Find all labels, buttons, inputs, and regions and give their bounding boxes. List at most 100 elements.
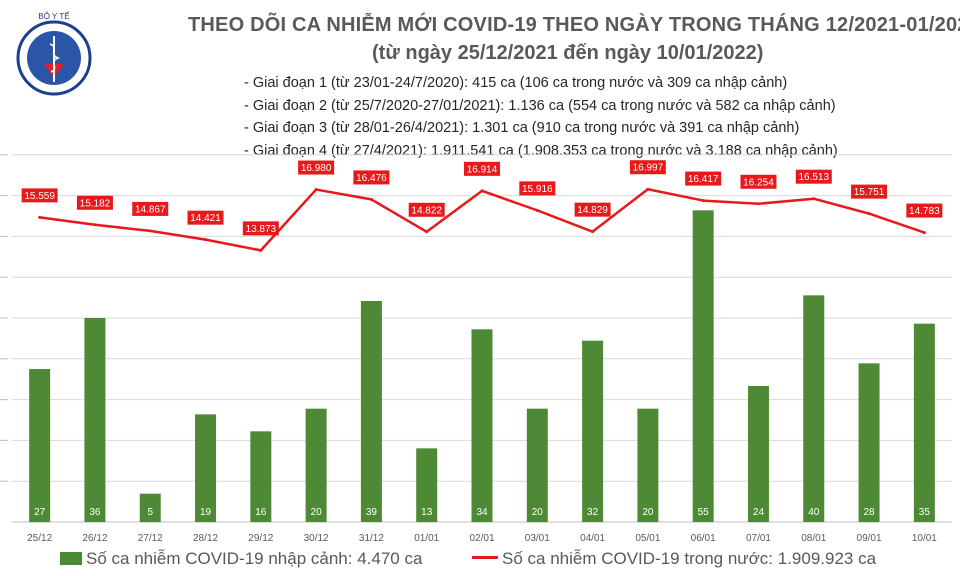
line-point: [314, 188, 318, 192]
line-value-label: 13.873: [246, 224, 277, 235]
bar-imported: [471, 329, 493, 522]
line-value-label: 14.867: [135, 204, 166, 215]
line-point: [922, 231, 926, 235]
line-value-label: 16.513: [798, 172, 829, 183]
bar-imported: [29, 369, 51, 522]
line-point: [701, 199, 705, 203]
line-value-label: 16.980: [301, 163, 332, 174]
x-tick-label: 25/12: [27, 533, 52, 544]
bar-value-label: 32: [587, 507, 599, 518]
line-value-label: 14.783: [909, 206, 940, 217]
line-value-label: 14.822: [411, 205, 442, 216]
bar-imported: [195, 414, 217, 522]
legend-imported: Số ca nhiễm COVID-19 nhập cảnh: 4.470 ca: [60, 549, 422, 569]
bar-imported: [84, 318, 106, 522]
bar-value-label: 40: [808, 507, 820, 518]
line-value-label-bg: [906, 203, 943, 218]
line-value-label: 15.559: [24, 191, 55, 202]
bar-imported: [139, 493, 161, 522]
legend-imported-label: Số ca nhiễm COVID-19 nhập cảnh: 4.470 ca: [86, 549, 423, 568]
phase-item: - Giai đoạn 3 (từ 28/01-26/4/2021): 1.30…: [244, 120, 800, 136]
line-value-label: 15.182: [80, 198, 111, 209]
bar-imported: [250, 431, 272, 522]
x-tick-label: 31/12: [359, 533, 384, 544]
bar-imported: [747, 386, 769, 522]
line-point: [646, 187, 650, 191]
chart-title: THEO DÕI CA NHIỄM MỚI COVID-19 THEO NGÀY…: [188, 14, 960, 36]
x-tick-label: 30/12: [304, 533, 329, 544]
line-value-label-bg: [795, 169, 832, 184]
bar-value-label: 20: [311, 507, 323, 518]
x-tick-label: 07/01: [746, 533, 771, 544]
line-point: [425, 230, 429, 234]
x-tick-label: 01/01: [414, 533, 439, 544]
phase-item: - Giai đoạn 1 (từ 23/01-24/7/2020): 415 …: [244, 75, 788, 91]
x-tick-label: 10/01: [912, 533, 937, 544]
bar-value-label: 13: [421, 507, 433, 518]
line-value-label-bg: [132, 201, 169, 216]
line-value-label: 15.916: [522, 184, 553, 195]
x-tick-label: 29/12: [248, 533, 273, 544]
x-tick-label: 04/01: [580, 533, 605, 544]
bar-value-label: 27: [34, 507, 46, 518]
bar-value-label: 55: [698, 507, 710, 518]
line-value-label: 16.417: [688, 174, 719, 185]
line-value-label: 15.751: [854, 187, 885, 198]
x-tick-label: 09/01: [857, 533, 882, 544]
line-value-label: 16.914: [467, 164, 498, 175]
line-value-label: 14.829: [577, 205, 608, 216]
bar-value-label: 20: [532, 507, 544, 518]
line-value-label-bg: [21, 188, 58, 203]
line-point: [38, 215, 42, 219]
line-point: [259, 248, 263, 252]
bar-value-label: 34: [476, 507, 488, 518]
line-value-label-bg: [464, 161, 500, 176]
line-value-label: 14.421: [190, 213, 221, 224]
bar-imported: [582, 340, 604, 522]
line-point: [369, 197, 373, 201]
logo-text: BỘ Y TẾ: [38, 11, 69, 21]
line-value-label-bg: [76, 195, 113, 210]
line-value-label-bg: [629, 160, 666, 175]
line-value-label: 16.476: [356, 173, 387, 184]
legend-domestic-label: Số ca nhiễm COVID-19 trong nước: 1.909.9…: [502, 549, 877, 568]
x-tick-label: 28/12: [193, 533, 218, 544]
line-value-label-bg: [685, 171, 722, 186]
bar-imported: [637, 408, 659, 522]
bar-value-label: 16: [255, 507, 267, 518]
line-value-label-bg: [298, 160, 335, 175]
bar-imported: [803, 295, 825, 522]
line-point: [148, 229, 152, 233]
ministry-of-health-logo: BỘ Y TẾ: [16, 11, 92, 96]
line-value-label-bg: [353, 170, 390, 185]
line-value-label-bg: [408, 202, 445, 217]
line-point: [867, 212, 871, 216]
line-value-label-bg: [851, 184, 888, 199]
x-tick-label: 08/01: [801, 533, 826, 544]
bar-value-label: 36: [89, 507, 101, 518]
bar-value-label: 20: [642, 507, 654, 518]
bar-imported: [416, 448, 438, 522]
line-point: [480, 189, 484, 193]
line-point: [756, 202, 760, 206]
line-domestic: [39, 187, 925, 252]
phase-item: - Giai đoạn 2 (từ 25/7/2020-27/01/2021):…: [244, 97, 836, 114]
bar-imported: [858, 363, 880, 522]
bar-imported: [692, 210, 714, 522]
line-value-label-bg: [574, 202, 611, 217]
bar-value-label: 39: [366, 507, 378, 518]
bar-imported: [526, 408, 548, 522]
bar-value-label: 35: [919, 507, 931, 518]
bar-value-label: 28: [863, 507, 875, 518]
line-value-label-bg: [740, 174, 777, 189]
x-tick-label: 05/01: [635, 533, 660, 544]
covid-daily-chart: 27 36 5 19 16 20 39 13 34 20 32 20 55 24 40 28 35 25/12 26…: [0, 154, 952, 544]
x-tick-label: 26/12: [82, 533, 107, 544]
bar-imported: [305, 408, 327, 522]
line-value-label: 16.997: [633, 163, 664, 174]
line-point: [204, 238, 208, 242]
line-value-label: 16.254: [743, 177, 774, 188]
x-tick-label: 03/01: [525, 533, 550, 544]
x-tick-label: 06/01: [691, 533, 716, 544]
x-tick-label: 02/01: [469, 533, 494, 544]
